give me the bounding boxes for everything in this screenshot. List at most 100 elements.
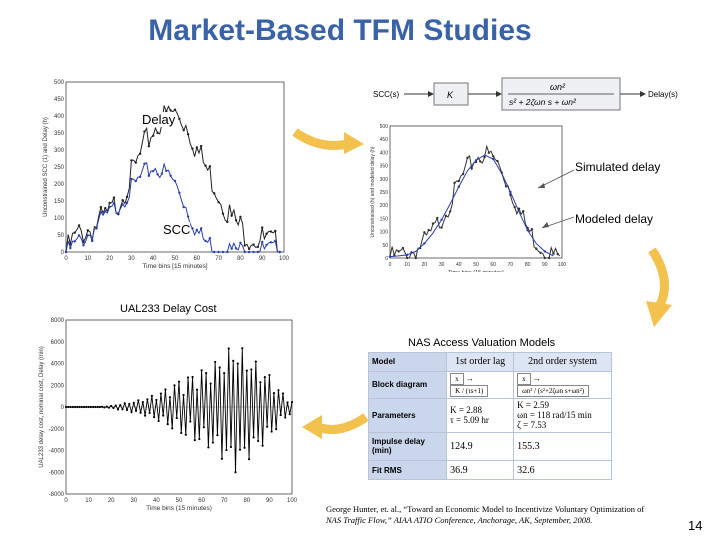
y-tick-label: 100 xyxy=(54,216,65,222)
ual-cost-point xyxy=(116,408,120,411)
ual-cost-point xyxy=(139,411,142,414)
x-tick-label: 40 xyxy=(150,256,157,262)
y-tick-label: 250 xyxy=(380,190,389,196)
x-tick-label: 30 xyxy=(439,262,445,268)
y-tick-label: -2000 xyxy=(49,427,65,433)
delay-series-point xyxy=(230,214,233,217)
simulated-series-point xyxy=(397,250,400,253)
delay-series-point xyxy=(73,231,76,234)
transfer-function-diagram: SCC(s) K ωn² s² + 2ζωn s + ωn² Delay(s) xyxy=(368,76,678,112)
y-tick-label: 450 xyxy=(54,97,65,103)
y-tick-label: 350 xyxy=(54,131,65,137)
delay-series-point xyxy=(186,133,190,136)
ual-cost-point xyxy=(243,446,246,449)
ual-cost-point xyxy=(259,381,262,384)
scc-series-point xyxy=(182,205,185,209)
ual-cost-point xyxy=(134,409,138,413)
ual-cost-point xyxy=(137,399,140,402)
x-axis-label: Time bins (15 minutes) xyxy=(448,270,504,272)
ual-cost-point xyxy=(229,445,233,449)
delay-series-point xyxy=(195,146,198,149)
scc-series-point xyxy=(130,177,133,181)
page-number: 14 xyxy=(688,518,703,533)
simulated-series-point xyxy=(457,179,460,183)
delay-series-point xyxy=(243,244,246,247)
scc-series-point xyxy=(208,237,212,240)
modeled-series-point xyxy=(492,157,495,161)
ual-cost-point xyxy=(268,373,271,377)
x-tick-label: 80 xyxy=(243,498,250,504)
ual-cost-point xyxy=(148,411,151,415)
table-header: 1st order lag xyxy=(446,352,515,372)
delay-series-point xyxy=(173,108,177,111)
ual-cost-point xyxy=(153,415,156,419)
simulated-series-point xyxy=(479,160,482,163)
ual-cost-point xyxy=(223,372,226,375)
ual-cost-point xyxy=(110,404,113,408)
simulated-series-point xyxy=(406,256,409,260)
delay-series-point xyxy=(234,219,238,222)
ual-cost-point xyxy=(96,405,99,409)
scc-series-point xyxy=(265,243,268,247)
scc-series-point xyxy=(230,247,233,250)
ual-cost-point xyxy=(71,405,74,409)
ual-cost-point xyxy=(257,439,260,443)
scc-label: SCC xyxy=(163,222,191,237)
scc-series-point xyxy=(247,250,251,254)
block-diagram-cell-2: x → ωn² / (s²+2ζωn s+ωn²) xyxy=(513,370,612,399)
ual-cost-point xyxy=(238,448,242,451)
delay-label: Delay xyxy=(142,112,176,127)
simulated-series-point xyxy=(414,256,417,260)
ual-cost-point xyxy=(195,388,199,391)
ual-cost-point xyxy=(191,375,194,379)
ual-cost-point xyxy=(67,405,70,409)
x-axis-label: Time bins [15 minutes] xyxy=(142,263,207,270)
modeled-series-point xyxy=(474,159,478,162)
y-axis-label: Unconstrained (h) and modeled delay (h) xyxy=(370,146,376,237)
ual-cost-point xyxy=(241,347,244,350)
scc-series-point xyxy=(147,174,151,178)
ual-cost-point xyxy=(82,405,86,409)
y-tick-label: -6000 xyxy=(49,470,65,476)
ual-cost-point xyxy=(155,398,158,402)
y-tick-label: 500 xyxy=(54,80,65,86)
delay-series-point xyxy=(169,109,172,112)
delay-series-point xyxy=(208,165,212,168)
ual-cost-point xyxy=(130,410,133,414)
x-tick-label: 20 xyxy=(422,262,428,268)
delay-series-point xyxy=(147,145,151,148)
plot-frame xyxy=(65,81,285,253)
scc-series-point xyxy=(121,203,124,206)
x-tick-label: 20 xyxy=(108,498,115,504)
x-tick-label: 0 xyxy=(64,498,68,504)
delay-series-point xyxy=(125,195,129,199)
modeled-series-point xyxy=(509,190,512,194)
delay-series-point xyxy=(217,200,220,204)
x-tick-label: 50 xyxy=(176,498,183,504)
arrow-left xyxy=(302,413,369,439)
tf-input-label: SCC(s) xyxy=(373,90,400,99)
simulated-series-point xyxy=(483,155,486,159)
x-tick-label: 100 xyxy=(287,498,298,504)
scc-series-point xyxy=(178,191,181,194)
rms-cell-2: 32.6 xyxy=(513,460,612,480)
x-tick-label: 40 xyxy=(153,498,160,504)
y-tick-label: 300 xyxy=(54,148,65,154)
scc-delay-chart-svg: 0 10 20 30 40 50 60 70 80 90 100 0 50 100 150 200 250 300… xyxy=(43,80,290,270)
ual-cost-line xyxy=(66,348,293,473)
simulated-series-point xyxy=(496,159,499,163)
rms-cell-1: 36.9 xyxy=(446,460,515,480)
scc-series-point xyxy=(77,234,81,237)
ual-cost-point xyxy=(232,359,235,362)
scc-series-point xyxy=(195,228,198,232)
x-tick-label: 40 xyxy=(456,262,462,268)
modeled-series-point xyxy=(457,185,460,188)
simulated-series-point xyxy=(556,252,559,256)
delay-series-point xyxy=(182,129,185,132)
x-tick-label: 10 xyxy=(84,256,91,262)
delay-series-point xyxy=(108,201,111,205)
table-row: Block diagram x → K / (τs+1) x → ωn² / (… xyxy=(367,370,612,399)
simulated-series-point xyxy=(453,181,456,185)
x-tick-label: 30 xyxy=(128,256,135,262)
table-header: 2nd order system xyxy=(513,352,612,372)
